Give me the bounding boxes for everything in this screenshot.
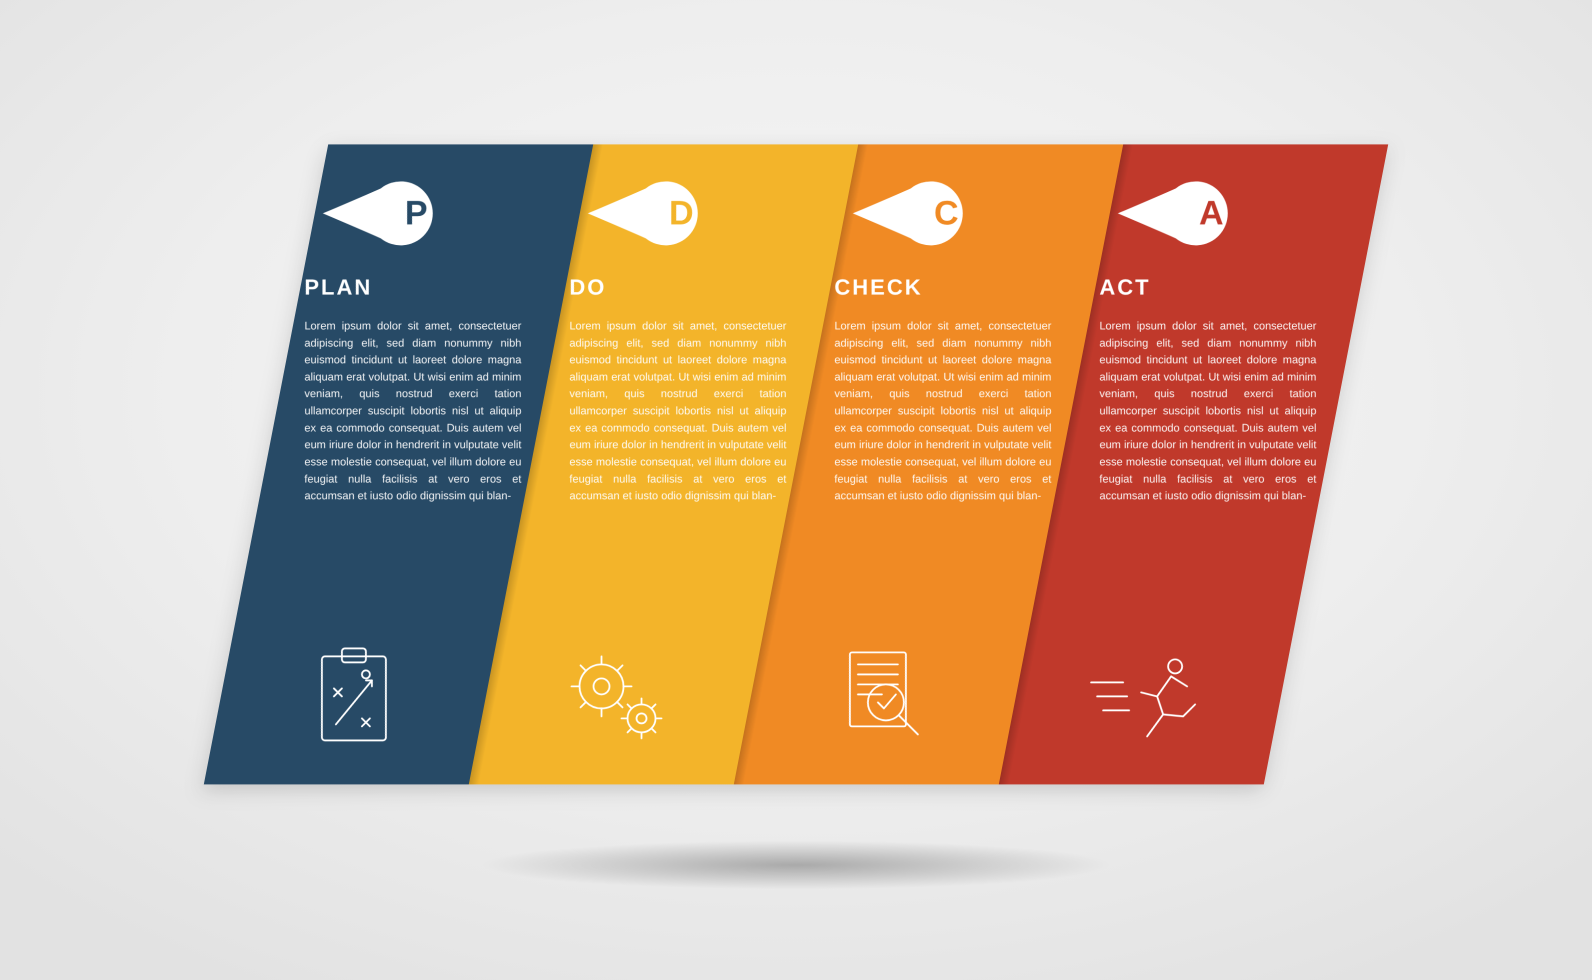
panel-title-plan: PLAN (304, 274, 521, 300)
badge-letter-do: D (652, 176, 712, 250)
clipboard-strategy-icon (211, 644, 496, 748)
floor-shadow (346, 830, 1246, 900)
badge-plan: P (323, 176, 453, 250)
panel-title-check: CHECK (834, 274, 1051, 300)
panel-title-act: ACT (1099, 274, 1316, 300)
badge-letter-plan: P (387, 176, 447, 250)
panel-body-check: Lorem ipsum dolor sit amet, consectetuer… (834, 318, 1051, 506)
running-person-speed-icon (1006, 652, 1290, 748)
badge-do: D (588, 176, 718, 250)
gears-icon (476, 648, 760, 748)
badge-act: A (1118, 176, 1248, 250)
panel-body-act: Lorem ipsum dolor sit amet, consectetuer… (1099, 318, 1316, 506)
badge-check: C (853, 176, 983, 250)
panel-body-plan: Lorem ipsum dolor sit amet, consectetuer… (304, 318, 521, 506)
pdca-infographic: P PLAN Lorem ipsum dolor sit amet, conse… (204, 144, 1388, 784)
panel-title-do: DO (569, 274, 786, 300)
badge-letter-check: C (917, 176, 977, 250)
badge-letter-act: A (1182, 176, 1242, 250)
document-magnifier-check-icon (741, 644, 1026, 748)
panel-body-do: Lorem ipsum dolor sit amet, consectetuer… (569, 318, 786, 506)
